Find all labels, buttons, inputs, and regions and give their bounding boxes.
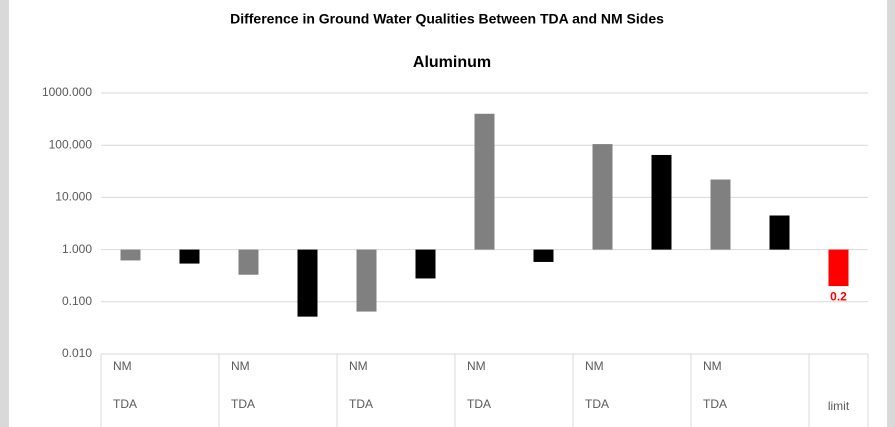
x-tick-label: NM: [467, 359, 486, 373]
bar: [592, 144, 613, 250]
x-tick-label: TDA: [231, 397, 255, 411]
x-tick-label: TDA: [467, 397, 491, 411]
chart-title: Difference in Ground Water Qualities Bet…: [230, 11, 664, 27]
x-tick-label: NM: [231, 359, 250, 373]
x-tick-label: TDA: [113, 397, 137, 411]
bar: [533, 249, 554, 262]
x-tick-label: NM: [113, 359, 132, 373]
bar: [238, 249, 259, 275]
y-tick-label: 1.000: [62, 242, 92, 256]
bar: [474, 113, 495, 250]
bar: [120, 249, 141, 261]
y-tick-label: 10.000: [55, 190, 92, 204]
bar: [710, 179, 731, 250]
x-tick-label: limit: [828, 399, 850, 413]
chart-subtitle: Aluminum: [413, 54, 491, 71]
bar: [769, 215, 790, 250]
x-tick-label: NM: [349, 359, 368, 373]
data-label: 0.2: [830, 289, 847, 303]
bar: [179, 249, 200, 264]
bar: [356, 249, 377, 312]
x-tick-label: TDA: [585, 397, 609, 411]
x-tick-label: TDA: [703, 397, 727, 411]
y-tick-label: 0.010: [62, 346, 92, 360]
x-tick-label: NM: [585, 359, 604, 373]
y-tick-label: 1000.000: [42, 85, 92, 99]
bar: [415, 249, 436, 279]
y-tick-label: 0.100: [62, 294, 92, 308]
bar: [828, 249, 849, 287]
x-tick-label: NM: [703, 359, 722, 373]
y-tick-label: 100.000: [49, 137, 93, 151]
x-tick-label: TDA: [349, 397, 373, 411]
chart-area: [9, 0, 887, 427]
bar: [297, 249, 318, 317]
bar: [651, 154, 672, 250]
